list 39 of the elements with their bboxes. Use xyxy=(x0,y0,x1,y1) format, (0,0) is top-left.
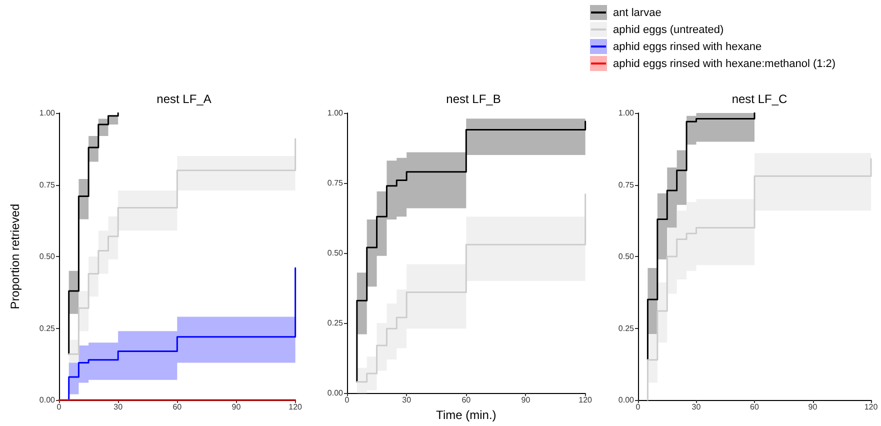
x-tick-label: 120 xyxy=(578,396,593,405)
y-tick-label: 1.00 xyxy=(618,108,635,118)
x-axis-title: Time (min.) xyxy=(436,408,496,422)
y-tick-label: 1.00 xyxy=(39,108,56,118)
y-tick-label: 0.75 xyxy=(39,180,56,190)
x-tick-label: 60 xyxy=(462,396,472,405)
x-tick-label: 120 xyxy=(288,402,303,412)
legend-label: ant larvae xyxy=(613,6,662,18)
legend-label: aphid eggs rinsed with hexane xyxy=(613,40,762,52)
y-tick-label: 0.00 xyxy=(327,388,344,398)
legend-label: aphid eggs rinsed with hexane:methanol (1:2) xyxy=(613,58,836,70)
y-tick-label: 0.25 xyxy=(327,318,344,328)
y-axis-title: Proportion retrieved xyxy=(8,204,22,310)
y-tick-label: 0.25 xyxy=(618,324,635,333)
y-tick-label: 0.50 xyxy=(39,252,56,261)
x-tick-label: 30 xyxy=(692,402,702,412)
y-tick-label: 0.50 xyxy=(618,252,635,261)
chart-title: nest LF_B xyxy=(446,92,501,106)
x-tick-label: 30 xyxy=(114,402,124,412)
x-tick-label: 60 xyxy=(750,402,760,412)
x-tick-label: 120 xyxy=(864,402,878,412)
x-tick-label: 90 xyxy=(521,396,531,405)
y-tick-label: 0.75 xyxy=(327,178,344,188)
x-tick-label: 0 xyxy=(56,402,62,412)
y-tick-label: 0.00 xyxy=(618,396,635,404)
chart-title: nest LF_C xyxy=(732,92,788,106)
x-tick-label: 90 xyxy=(808,402,818,412)
y-tick-label: 0.25 xyxy=(39,324,56,333)
legend-label: aphid eggs (untreated) xyxy=(613,24,724,36)
y-tick-label: 0.75 xyxy=(618,180,635,190)
y-tick-label: 0.50 xyxy=(327,248,344,258)
chart-title: nest LF_A xyxy=(156,92,212,106)
x-tick-label: 30 xyxy=(402,396,412,405)
y-tick-label: 1.00 xyxy=(327,108,344,118)
x-tick-label: 0 xyxy=(636,402,641,412)
x-tick-label: 90 xyxy=(232,402,242,412)
x-tick-label: 60 xyxy=(172,402,182,412)
y-tick-label: 0.00 xyxy=(39,396,56,404)
x-tick-label: 0 xyxy=(344,396,350,405)
